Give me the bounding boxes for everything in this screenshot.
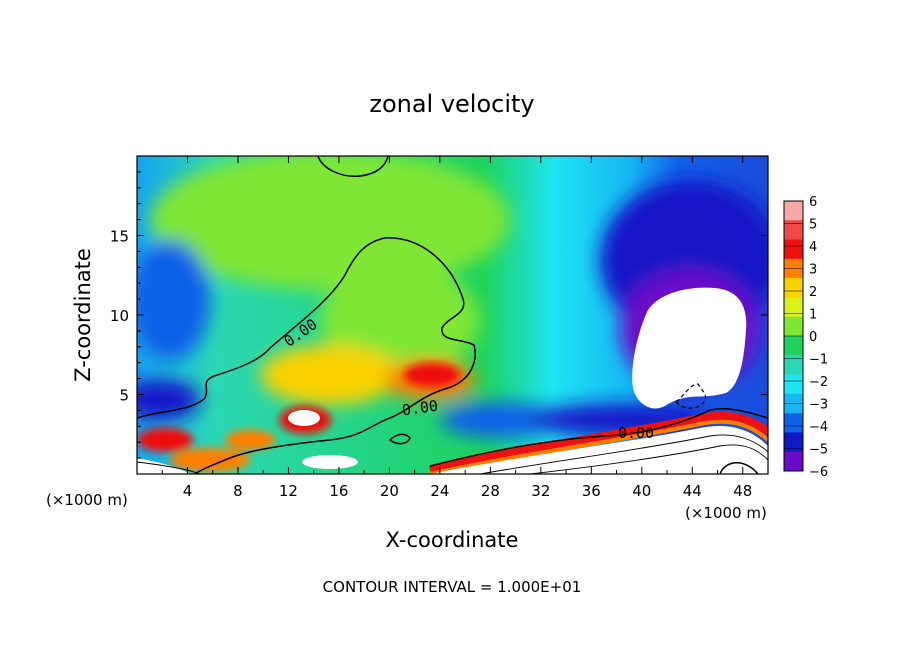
colorbar-label: −3 (809, 398, 828, 413)
contour-interval-note: CONTOUR INTERVAL = 1.000E+01 (323, 578, 582, 596)
colorbar-label: 2 (809, 285, 817, 300)
colorbar-label: 1 (809, 308, 817, 323)
colorbar-label: −1 (809, 353, 828, 368)
heatmap-field (137, 156, 768, 474)
y-axis-label: Z-coordinate (71, 248, 95, 382)
colorbar-swatch (784, 278, 803, 298)
x-tick-label: 8 (233, 482, 243, 500)
y-tick-label: 5 (119, 387, 129, 405)
x-tick-label: 32 (531, 482, 550, 500)
colorbar-swatch (784, 336, 803, 356)
colorbar-label: −6 (809, 465, 828, 480)
x-tick-label: 48 (733, 482, 752, 500)
colorbar-swatch (784, 451, 803, 472)
y-tick-label: 10 (110, 307, 129, 325)
colorbar-label: 0 (809, 330, 817, 345)
colorbar-label: 6 (809, 195, 817, 210)
colorbar-swatch (784, 201, 803, 221)
x-tick-label: 44 (683, 482, 702, 500)
y-tick-label: 15 (110, 228, 129, 246)
x-tick-label: 28 (481, 482, 500, 500)
contour-label-3: 0.00 (618, 424, 654, 442)
colorbar-swatch (784, 432, 803, 453)
x-axis-label: X-coordinate (386, 528, 519, 552)
colorbar-label: −5 (809, 443, 828, 458)
x-tick-label: 36 (582, 482, 601, 500)
colorbar-label: 3 (809, 263, 817, 278)
x-tick-label: 24 (430, 482, 449, 500)
colorbar-swatch (784, 297, 803, 318)
colorbar-swatch (784, 239, 803, 260)
colorbar-label: −2 (809, 375, 828, 390)
colorbar: 6 5 4 3 2 1 0 −1 −2 −3 −4 −5 −6 (783, 195, 828, 480)
colorbar-label: −4 (809, 420, 828, 435)
chart-title: zonal velocity (369, 90, 534, 118)
colorbar-swatch (784, 374, 803, 395)
x-tick-label: 4 (183, 482, 193, 500)
colorbar-label: 5 (809, 218, 817, 233)
x-tick-label: 40 (632, 482, 651, 500)
colorbar-swatch (784, 220, 803, 241)
x-tick-label: 20 (380, 482, 399, 500)
x-tick-label: 16 (329, 482, 348, 500)
colorbar-label: 4 (809, 240, 817, 255)
x-tick-label: 12 (279, 482, 298, 500)
contour-label-2: 0.00 (401, 397, 439, 420)
x-unit-right: (×1000 m) (685, 504, 767, 522)
colorbar-swatch (784, 355, 803, 376)
x-unit-left: (×1000 m) (46, 491, 128, 509)
y-axis-ticks: 5 10 15 (110, 171, 768, 459)
colorbar-swatch (784, 413, 803, 433)
colorbar-swatch (784, 316, 803, 337)
x-axis-ticks: 4 8 12 16 20 24 28 32 36 40 44 48 (161, 156, 752, 500)
